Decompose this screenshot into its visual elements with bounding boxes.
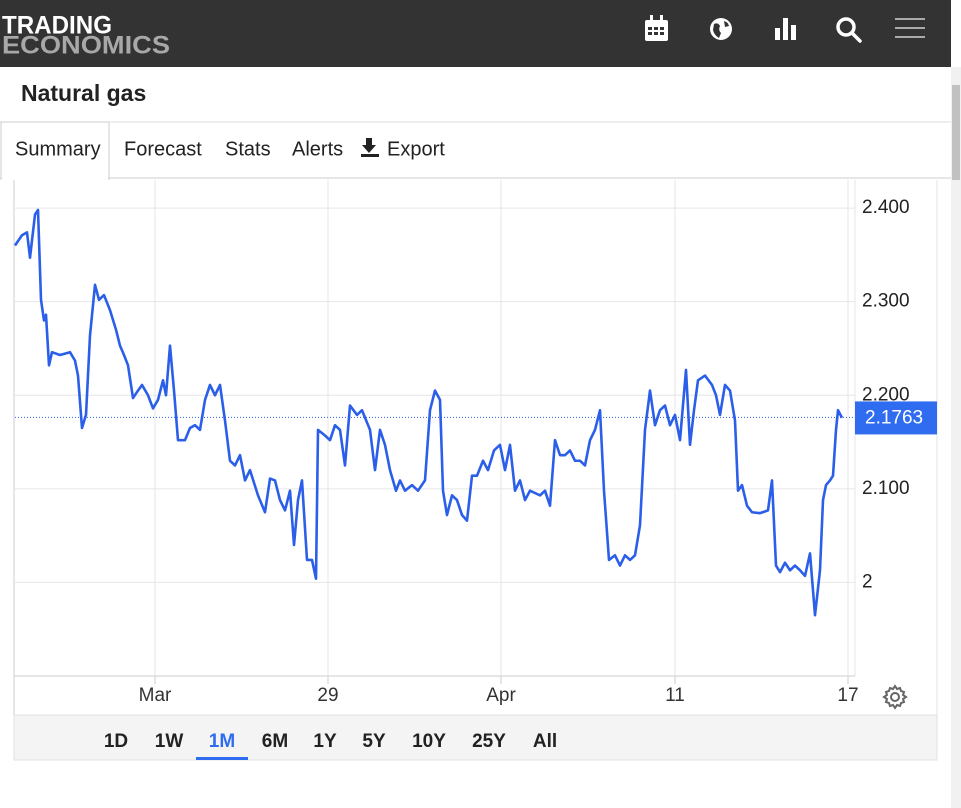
price-line: [13, 208, 844, 617]
x-tick-label: 11: [665, 685, 685, 706]
plot: [13, 208, 855, 617]
range-button[interactable]: 5Y: [362, 731, 386, 752]
tab[interactable]: Alerts: [292, 138, 343, 160]
x-tick-label: Apr: [486, 685, 516, 706]
y-tick-label: 2.100: [862, 478, 910, 499]
calendar-icon[interactable]: [645, 15, 668, 41]
page-title: Natural gas: [21, 80, 146, 106]
chart-icon[interactable]: [775, 18, 796, 40]
menu-icon[interactable]: [895, 18, 925, 38]
range-button[interactable]: 6M: [262, 731, 288, 752]
y-tick-label: 2.200: [862, 384, 910, 405]
range-button[interactable]: 1W: [155, 731, 184, 752]
range-button[interactable]: 1D: [104, 731, 128, 752]
grid: [15, 180, 855, 676]
x-tick-label: 29: [317, 685, 338, 706]
range-button[interactable]: 1Y: [313, 731, 337, 752]
settings-icon[interactable]: [882, 684, 908, 710]
range-button[interactable]: 25Y: [472, 731, 506, 752]
y-tick-label: 2.300: [862, 291, 910, 312]
x-tick-label: Mar: [139, 685, 172, 706]
range-button[interactable]: All: [533, 731, 557, 752]
logo-line2[interactable]: ECONOMICS: [2, 32, 170, 60]
tab[interactable]: Summary: [15, 138, 101, 160]
y-tick-label: 2.400: [862, 197, 910, 218]
range-button[interactable]: 10Y: [412, 731, 446, 752]
range-bar: [13, 714, 938, 761]
active-tab-cover: [2, 176, 108, 180]
x-tick-label: 17: [837, 685, 858, 706]
active-tab-bg: [0, 121, 110, 180]
globe-icon[interactable]: [710, 18, 732, 40]
export-icon[interactable]: [361, 138, 379, 157]
range-button[interactable]: 1M: [209, 731, 235, 752]
search-icon[interactable]: [836, 17, 862, 43]
scrollbar-thumb[interactable]: [952, 85, 960, 180]
tabs: Summary Forecast Stats Alerts Export: [0, 121, 445, 180]
axes: 2.400 2.300 2.200 2.100 2 Mar 29 Apr 11 17 2.1763: [139, 197, 937, 706]
last-value-label: 2.1763: [865, 407, 923, 428]
logo-line1[interactable]: TRADING: [2, 12, 112, 40]
tab[interactable]: Export: [387, 138, 445, 160]
scrollbar-track: [951, 67, 961, 808]
tab[interactable]: Forecast: [124, 138, 202, 160]
ranges: 1D 1W 1M 6M 1Y 5Y 10Y 25Y All: [104, 731, 557, 760]
last-value-box: [855, 401, 937, 435]
active-range-underline: [196, 757, 248, 760]
tab[interactable]: Stats: [225, 138, 271, 160]
y-tick-label: 2: [862, 571, 873, 592]
